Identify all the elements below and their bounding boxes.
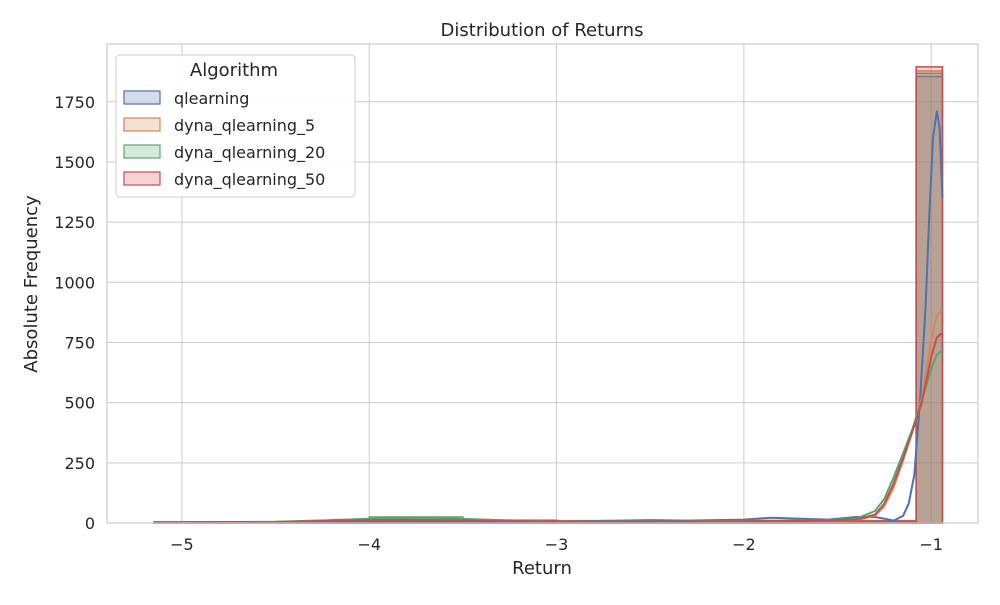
axis-ticks: −5 −4 −3 −2 −1 0 250 500 750 1000 1250 1500 1750 [54,93,943,554]
y-tick-label: 250 [64,454,95,473]
plot-frame [106,43,979,524]
legend-label-dyna-qlearning-5: dyna_qlearning_5 [174,116,315,136]
y-tick-label: 750 [64,333,95,352]
x-axis-label: Return [512,558,572,579]
legend: Algorithm qlearning dyna_qlearning_5 dyna_… [115,54,356,198]
y-tick-label: 1500 [54,153,95,172]
legend-title: Algorithm [190,60,278,81]
legend-swatch-dyna-qlearning-5 [123,117,161,132]
y-axis-label: Absolute Frequency [21,195,42,373]
legend-swatch-qlearning [123,90,161,105]
kde-line-dyna-qlearning-50 [153,333,943,524]
grid-lines [107,44,978,524]
legend-entries: qlearning dyna_qlearning_5 dyna_qlearning_… [123,89,325,190]
x-tick-label: −5 [170,535,194,554]
legend-swatch-dyna-qlearning-20 [123,144,161,159]
x-tick-label: −4 [357,535,381,554]
chart-title: Distribution of Returns [441,20,644,41]
y-tick-label: 1000 [54,273,95,292]
legend-label-dyna-qlearning-50: dyna_qlearning_50 [174,170,325,190]
x-tick-label: −2 [732,535,756,554]
legend-box [115,54,356,198]
y-tick-label: 1750 [54,93,95,112]
kde-curves [153,110,944,524]
x-tick-label: −1 [919,535,943,554]
y-tick-label: 0 [85,514,95,533]
x-tick-label: −3 [545,535,569,554]
y-tick-label: 500 [64,394,95,413]
y-tick-label: 1250 [54,213,95,232]
legend-label-qlearning: qlearning [174,89,249,108]
bar-dyna-qlearning-50 [915,66,944,524]
legend-swatch-dyna-qlearning-50 [123,171,161,186]
legend-label-dyna-qlearning-20: dyna_qlearning_20 [174,143,325,163]
